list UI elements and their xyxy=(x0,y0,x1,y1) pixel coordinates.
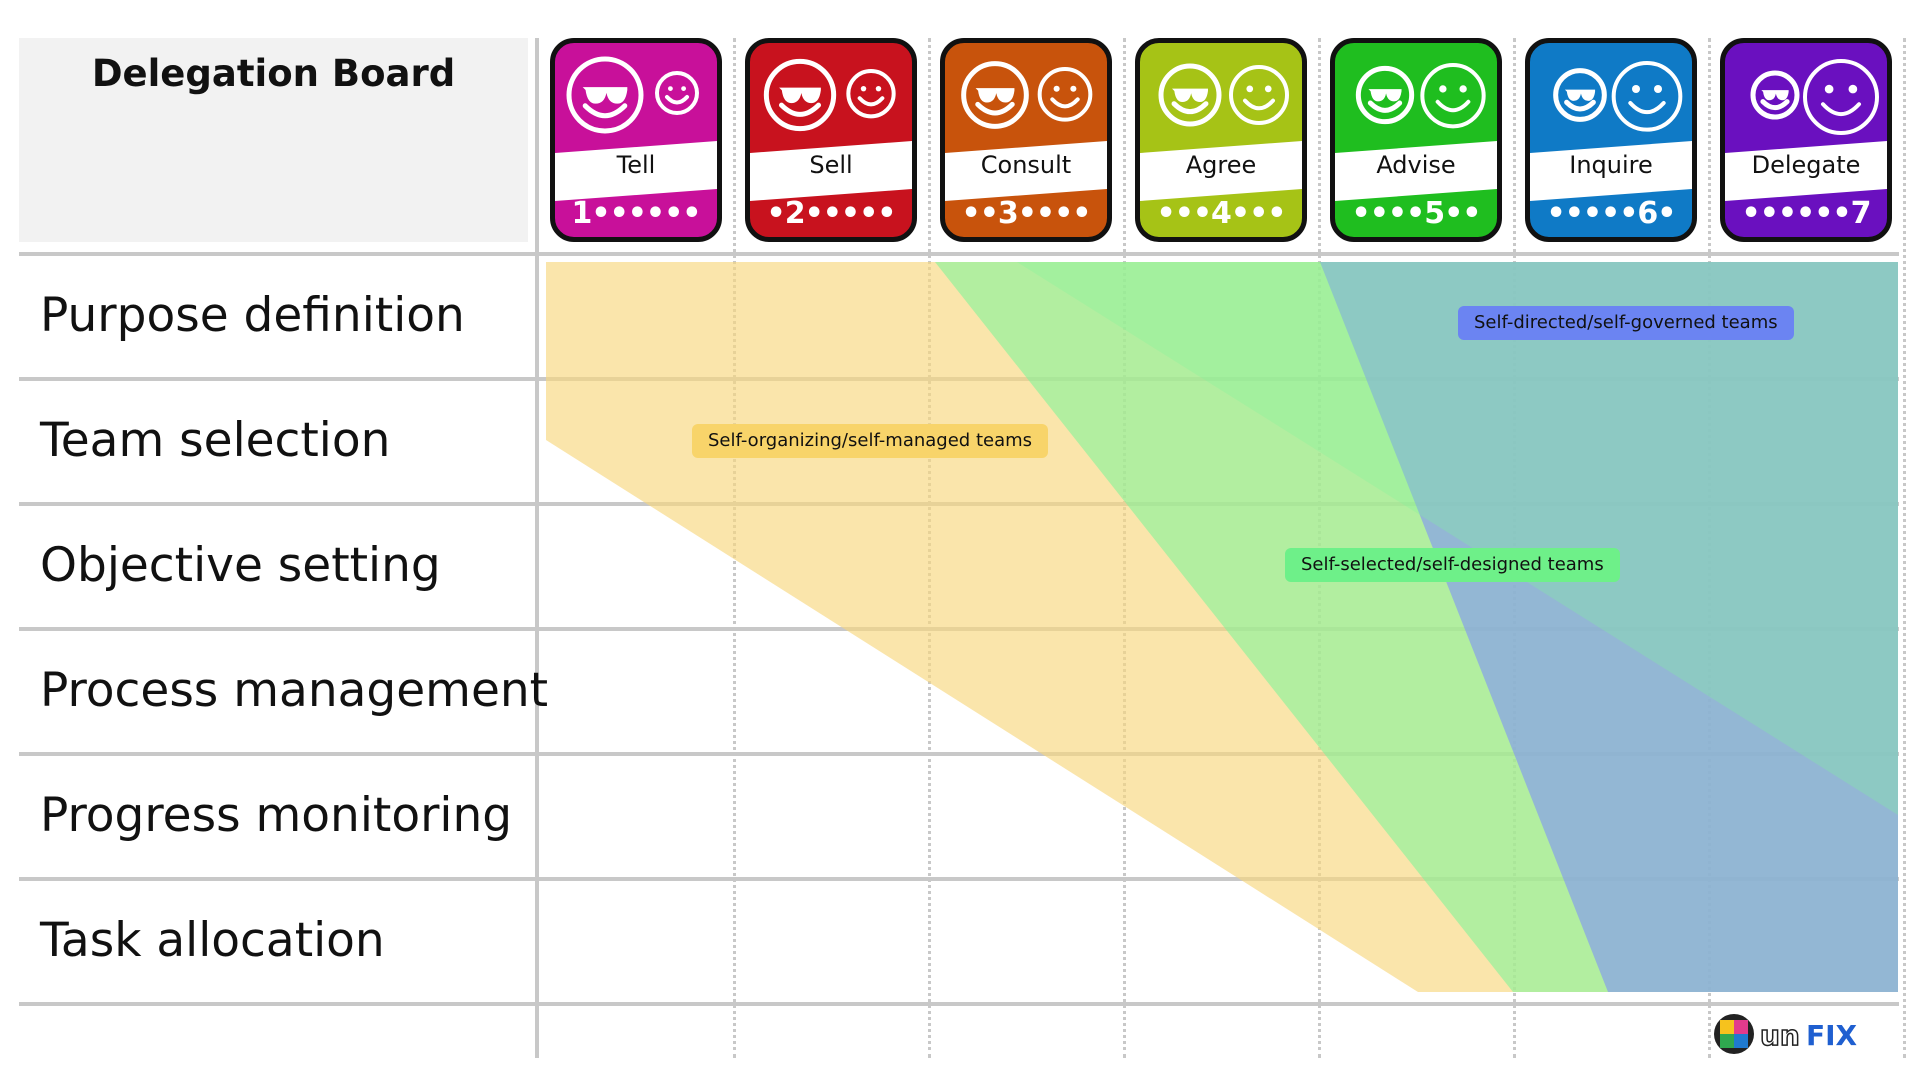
row-label-progress: Progress monitoring xyxy=(40,788,513,843)
card-art xyxy=(750,58,912,201)
name-band xyxy=(750,141,912,201)
team-face-icon xyxy=(846,69,896,119)
level-card-sell: Sell •2••••• xyxy=(745,38,917,242)
team-face-icon xyxy=(1229,65,1289,125)
row-label-task: Task allocation xyxy=(40,913,385,968)
team-face-icon xyxy=(1803,59,1879,135)
level-name: Sell xyxy=(809,151,853,179)
level-scale: •••••6• xyxy=(1546,196,1677,231)
name-band xyxy=(555,141,717,201)
name-band xyxy=(1140,141,1302,201)
team-face-icon xyxy=(1611,61,1683,132)
level-card-inquire: Inquire •••••6• xyxy=(1525,38,1697,242)
level-scale: 1•••••• xyxy=(571,196,702,231)
grid-line xyxy=(535,38,539,1058)
level-scale: ••••••7 xyxy=(1741,196,1872,231)
team-face-icon xyxy=(1420,63,1486,129)
level-name: Inquire xyxy=(1569,151,1653,179)
grid-line xyxy=(19,752,1899,756)
row-label-purpose: Purpose definition xyxy=(40,288,465,343)
row-label-team-selection: Team selection xyxy=(40,413,391,468)
self-selected-label: Self-selected/self-designed teams xyxy=(1285,548,1620,582)
manager-face-icon xyxy=(961,61,1029,129)
manager-face-icon xyxy=(1553,68,1607,122)
grid-line xyxy=(19,877,1899,881)
level-name: Agree xyxy=(1185,151,1257,179)
manager-face-icon xyxy=(1355,65,1415,125)
level-name: Delegate xyxy=(1751,151,1861,179)
card-art xyxy=(1335,63,1497,201)
self-directed-label: Self-directed/self-governed teams xyxy=(1458,306,1794,340)
self-organizing-label: Self-organizing/self-managed teams xyxy=(692,424,1049,458)
team-face-icon xyxy=(655,71,699,115)
card-art xyxy=(555,56,717,201)
name-band xyxy=(1335,141,1497,201)
logo-text-un: un xyxy=(1760,1019,1800,1052)
row-label-objective: Objective setting xyxy=(40,538,441,593)
grid-line xyxy=(19,1002,1899,1006)
board-title: Delegation Board xyxy=(91,52,456,95)
unfix-logo: un FIX xyxy=(1712,1010,1884,1058)
manager-face-icon xyxy=(1158,63,1222,127)
name-band xyxy=(1530,141,1692,201)
logo-text-fix: FIX xyxy=(1806,1019,1858,1052)
level-card-advise: Advise ••••5•• xyxy=(1330,38,1502,242)
level-scale: ••••5•• xyxy=(1351,196,1482,231)
card-art xyxy=(1530,61,1692,201)
level-scale: ••3•••• xyxy=(961,196,1092,231)
level-name: Tell xyxy=(616,151,656,179)
grid-line xyxy=(19,252,1899,256)
row-label-process: Process management xyxy=(40,663,549,718)
card-art xyxy=(945,61,1107,201)
manager-face-icon xyxy=(1750,70,1800,120)
team-face-icon xyxy=(1037,66,1093,122)
name-band xyxy=(945,141,1107,201)
manager-face-icon xyxy=(566,56,644,134)
grid-line xyxy=(1903,38,1906,1058)
level-card-tell: Tell 1•••••• xyxy=(550,38,722,242)
card-art xyxy=(1725,59,1887,201)
title-box xyxy=(19,38,528,242)
level-scale: •2••••• xyxy=(766,196,897,231)
level-scale: •••4••• xyxy=(1156,196,1287,231)
region-edge xyxy=(1017,262,1898,815)
manager-face-icon xyxy=(763,58,837,132)
self-directed-region xyxy=(1320,262,1898,992)
name-band xyxy=(1725,141,1887,201)
level-card-delegate: Delegate ••••••7 xyxy=(1720,38,1892,242)
level-name: Consult xyxy=(980,151,1072,179)
level-card-consult: Consult ••3•••• xyxy=(940,38,1112,242)
level-card-agree: Agree •••4••• xyxy=(1135,38,1307,242)
level-name: Advise xyxy=(1376,151,1456,179)
card-art xyxy=(1140,63,1302,201)
